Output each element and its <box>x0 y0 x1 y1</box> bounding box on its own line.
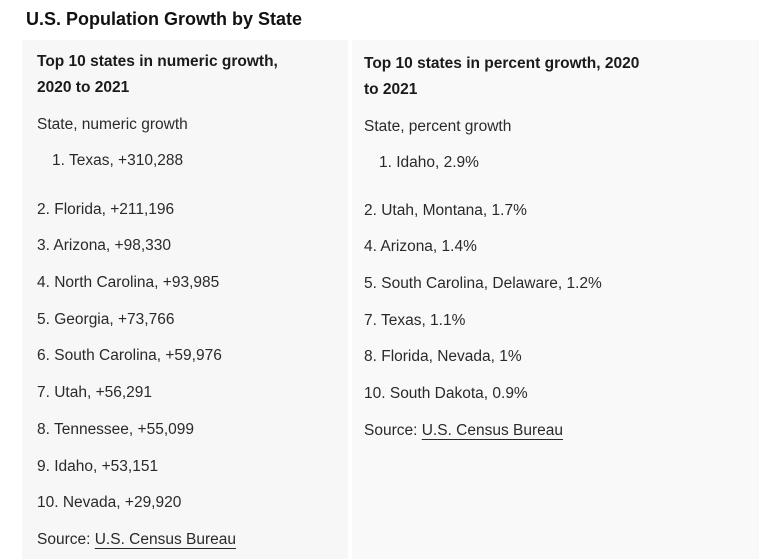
numeric-list-item: 1. Texas, +310,288 <box>52 152 184 169</box>
percent-source-label: Source: <box>364 422 422 439</box>
percent-list-item: 8. Florida, Nevada, 1% <box>364 348 522 365</box>
percent-heading-line1: Top 10 states in percent growth, 2020 <box>364 55 640 72</box>
numeric-source: Source: U.S. Census Bureau <box>37 530 236 550</box>
percent-growth-panel: Top 10 states in percent growth, 2020 to… <box>352 40 759 559</box>
percent-list-item: 1. Idaho, 2.9% <box>379 154 479 171</box>
percent-subheading: State, percent growth <box>364 118 512 135</box>
percent-heading: Top 10 states in percent growth, 2020 to… <box>364 51 639 103</box>
page-title: U.S. Population Growth by State <box>26 9 303 29</box>
numeric-heading-line2: 2020 to 2021 <box>37 79 130 96</box>
numeric-list-item: 7. Utah, +56,291 <box>37 384 153 401</box>
numeric-list-item: 10. Nevada, +29,920 <box>37 494 182 511</box>
numeric-list-item: 8. Tennessee, +55,099 <box>37 421 194 438</box>
percent-heading-line2: to 2021 <box>364 81 418 98</box>
numeric-heading: Top 10 states in numeric growth, 2020 to… <box>37 49 278 101</box>
percent-source: Source: U.S. Census Bureau <box>364 421 563 441</box>
numeric-list-item: 3. Arizona, +98,330 <box>37 237 172 254</box>
percent-list-item: 4. Arizona, 1.4% <box>364 238 477 255</box>
numeric-subheading: State, numeric growth <box>37 116 188 133</box>
percent-list-item: 10. South Dakota, 0.9% <box>364 385 528 402</box>
numeric-list-item: 6. South Carolina, +59,976 <box>37 347 222 364</box>
numeric-source-label: Source: <box>37 531 95 548</box>
numeric-heading-line1: Top 10 states in numeric growth, <box>37 53 278 70</box>
numeric-list-item: 4. North Carolina, +93,985 <box>37 274 220 291</box>
numeric-list-item: 5. Georgia, +73,766 <box>37 311 175 328</box>
numeric-list-item: 9. Idaho, +53,151 <box>37 458 159 475</box>
numeric-growth-panel: Top 10 states in numeric growth, 2020 to… <box>22 40 348 559</box>
percent-source-link[interactable]: U.S. Census Bureau <box>421 422 564 439</box>
percent-list-item: 2. Utah, Montana, 1.7% <box>364 202 527 219</box>
numeric-list-item: 2. Florida, +211,196 <box>37 201 175 218</box>
numeric-source-link[interactable]: U.S. Census Bureau <box>94 531 237 548</box>
percent-list-item: 5. South Carolina, Delaware, 1.2% <box>364 275 602 292</box>
percent-list-item: 7. Texas, 1.1% <box>364 312 466 329</box>
